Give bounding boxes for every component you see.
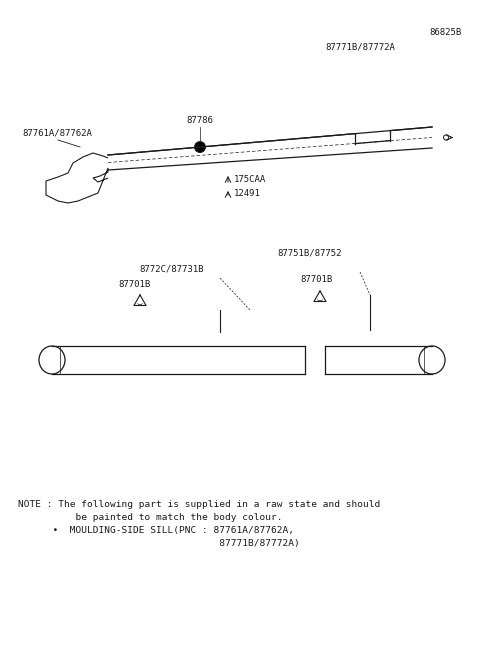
Text: 8772C/87731B: 8772C/87731B [140, 265, 204, 274]
Text: be painted to match the body colour.: be painted to match the body colour. [18, 513, 283, 522]
Text: 87771B/87772A: 87771B/87772A [325, 42, 395, 51]
Text: 87701B: 87701B [300, 275, 332, 284]
Text: 87786: 87786 [187, 116, 214, 125]
Text: 175CAA: 175CAA [234, 175, 266, 183]
Text: 86825B: 86825B [430, 28, 462, 37]
Text: NOTE : The following part is supplied in a raw state and should: NOTE : The following part is supplied in… [18, 500, 380, 509]
Text: 87751B/87752: 87751B/87752 [278, 248, 342, 257]
Text: 87701B: 87701B [118, 280, 150, 289]
Text: 12491: 12491 [234, 189, 261, 198]
Text: 87761A/87762A: 87761A/87762A [22, 128, 92, 137]
Text: 87771B/87772A): 87771B/87772A) [18, 539, 300, 548]
Circle shape [194, 141, 205, 152]
Text: •  MOULDING-SIDE SILL(PNC : 87761A/87762A,: • MOULDING-SIDE SILL(PNC : 87761A/87762A… [18, 526, 294, 535]
